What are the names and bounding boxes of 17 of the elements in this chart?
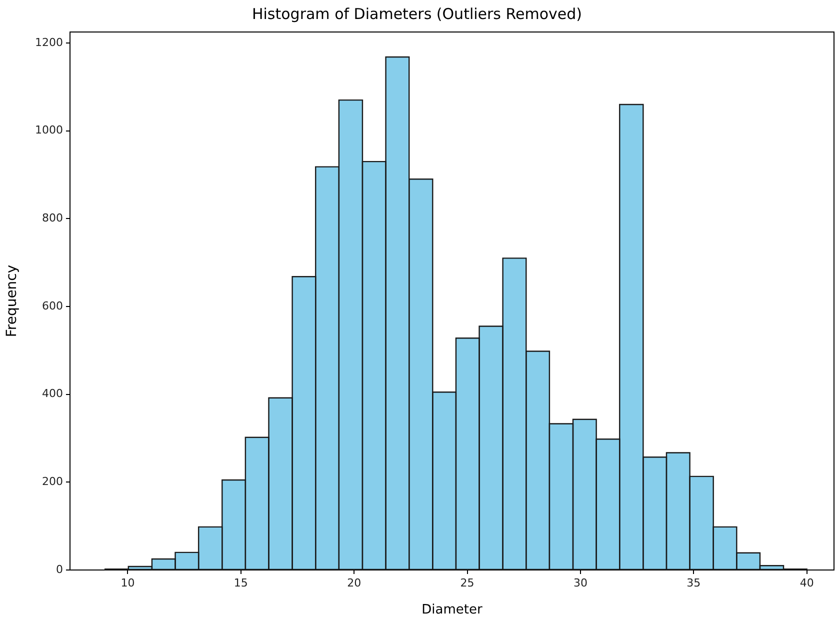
y-tick-label: 600: [42, 299, 63, 312]
y-tick-label: 400: [42, 387, 63, 400]
x-tick-label: 15: [234, 576, 248, 590]
x-tick-label: 10: [120, 576, 135, 590]
x-tick-label: 30: [573, 576, 588, 590]
y-tick-label: 800: [42, 212, 63, 225]
y-tick-label: 1000: [35, 124, 63, 137]
y-tick-label: 0: [56, 562, 63, 576]
x-tick-label: 35: [686, 576, 701, 590]
y-axis-title: Frequency: [4, 264, 20, 338]
chart-title: Histogram of Diameters (Outliers Removed): [252, 4, 582, 23]
x-tick-label: 40: [800, 576, 814, 590]
y-tick-label: 1200: [35, 36, 63, 49]
x-tick-label: 20: [347, 576, 362, 590]
x-tick-label: 25: [460, 576, 474, 590]
y-tick-label: 200: [42, 475, 63, 488]
x-axis-title: Diameter: [422, 602, 483, 618]
